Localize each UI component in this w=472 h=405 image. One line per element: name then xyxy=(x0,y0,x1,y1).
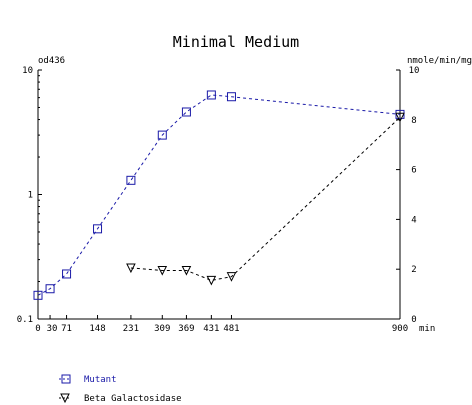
right-tick-label: 0 xyxy=(411,315,416,325)
beta-galactosidase-point xyxy=(395,112,405,123)
mutant-point xyxy=(45,284,55,294)
beta-galactosidase-point xyxy=(157,265,168,276)
mutant-point xyxy=(157,130,167,140)
mutant-point xyxy=(126,175,136,185)
x-tick-label: 900 xyxy=(392,324,408,334)
legend-item-beta-galactosidase: Beta Galactosidase xyxy=(59,393,182,404)
beta-galactosidase-point xyxy=(226,272,237,282)
x-tick-label: 369 xyxy=(178,324,194,334)
legend-item-mutant: Mutant xyxy=(59,374,117,385)
legend-label-mutant: Mutant xyxy=(84,375,117,385)
x-tick-label: 71 xyxy=(61,324,72,334)
x-tick-label: 231 xyxy=(123,324,139,334)
mutant-point xyxy=(62,269,72,279)
right-tick-label: 10 xyxy=(409,66,420,76)
beta-galactosidase-point xyxy=(206,275,217,286)
plot-frame xyxy=(37,70,401,320)
left-tick-label: 1 xyxy=(28,191,33,201)
x-axis-ticks: 0 30 71 148 231 309 369 431 481 900 xyxy=(35,315,408,334)
right-axis-label: nmole/min/mg xyxy=(407,56,472,66)
series-line-1 xyxy=(130,116,401,281)
series-line-0 xyxy=(37,94,401,296)
right-tick-label: 8 xyxy=(411,116,416,126)
right-tick-label: 2 xyxy=(411,265,416,275)
x-tick-label: 148 xyxy=(89,324,105,334)
x-tick-label: 0 xyxy=(35,324,40,334)
legend-label-beta-galactosidase: Beta Galactosidase xyxy=(84,394,182,404)
mutant-point xyxy=(181,107,191,117)
right-tick-label: 6 xyxy=(411,166,416,176)
beta-galactosidase-point xyxy=(181,265,192,276)
x-axis-label: min xyxy=(419,324,435,334)
right-tick-label: 4 xyxy=(411,215,416,225)
left-tick-label: 10 xyxy=(22,66,33,76)
left-axis-label: od436 xyxy=(38,56,65,66)
legend: Mutant Beta Galactosidase xyxy=(59,374,182,404)
x-tick-label: 431 xyxy=(203,324,219,334)
x-tick-label: 30 xyxy=(47,324,58,334)
mutant-point xyxy=(33,290,43,300)
x-tick-label: 309 xyxy=(154,324,170,334)
left-axis-ticks: 0.1 1 10 xyxy=(17,66,42,325)
square-marker-icon xyxy=(61,374,71,384)
beta-galactosidase-point xyxy=(126,263,136,274)
left-tick-label: 0.1 xyxy=(17,315,33,325)
mutant-point xyxy=(206,90,216,100)
series-layer xyxy=(33,90,405,300)
x-tick-label: 481 xyxy=(223,324,239,334)
mutant-point xyxy=(93,224,103,234)
mutant-point xyxy=(226,92,236,102)
chart-title: Minimal Medium xyxy=(173,33,299,51)
triangle-down-marker-icon xyxy=(60,393,70,404)
